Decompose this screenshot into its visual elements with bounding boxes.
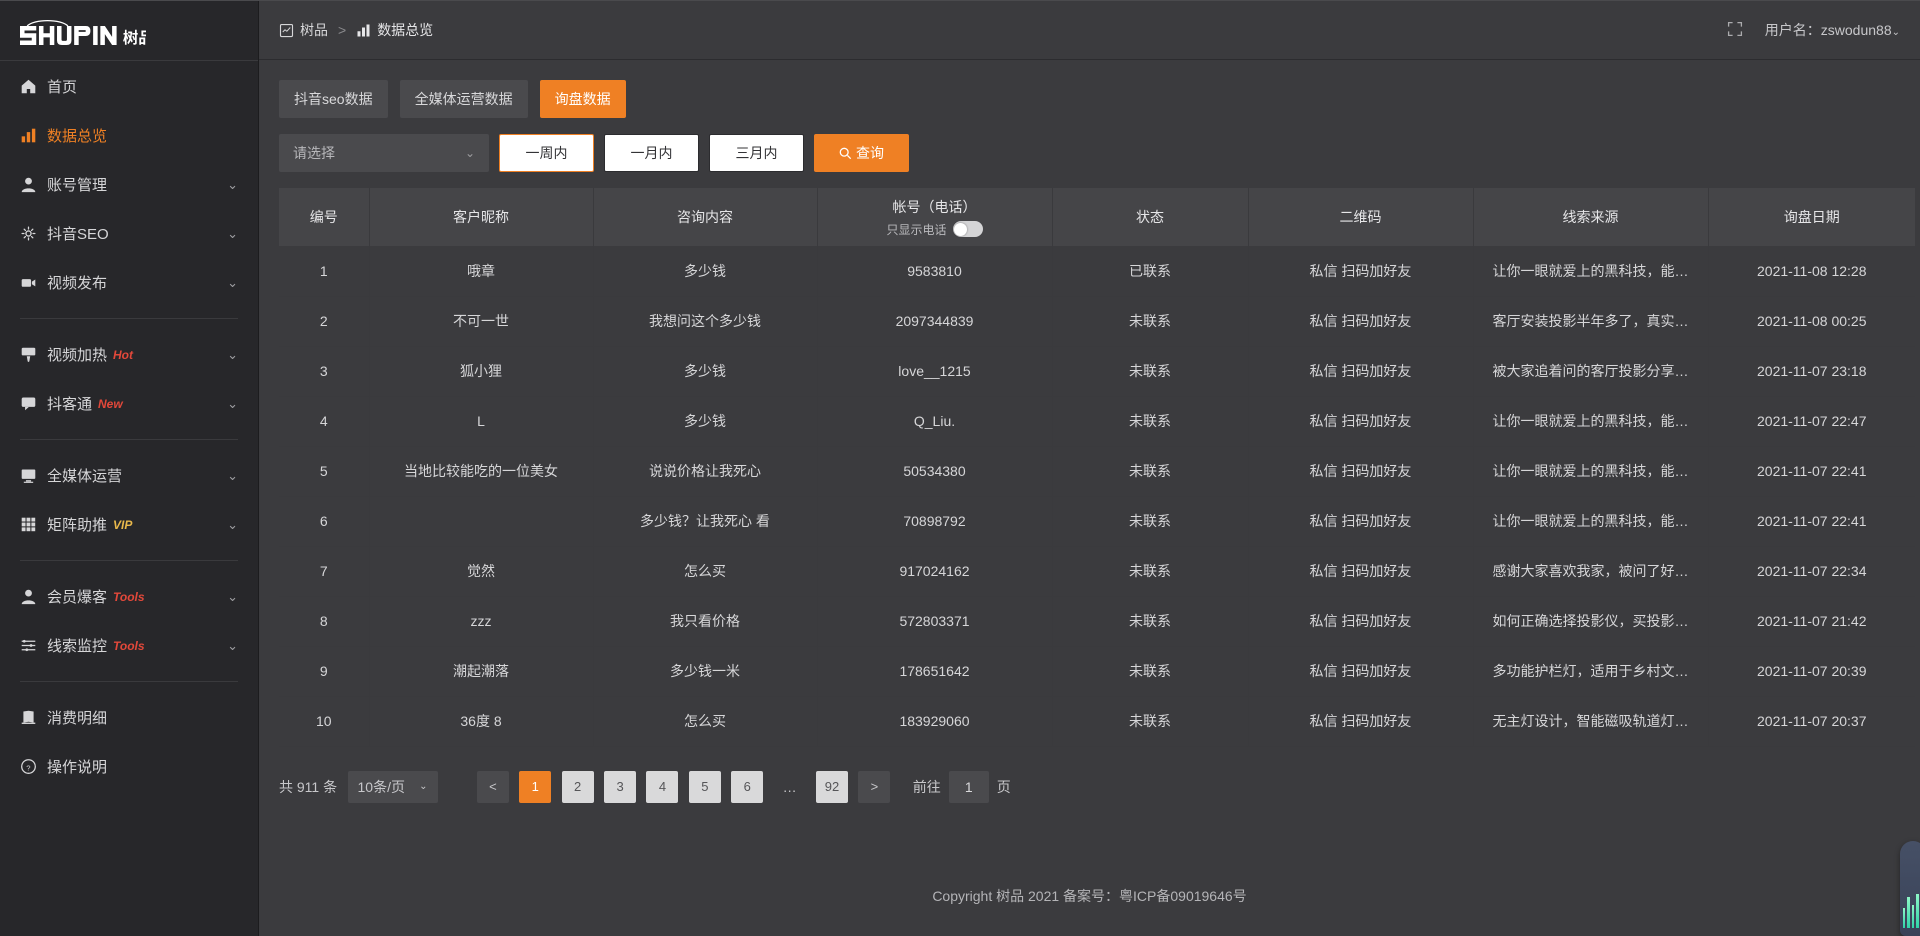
svg-text:树品: 树品 [123, 26, 146, 45]
svg-text:?: ? [26, 763, 30, 772]
